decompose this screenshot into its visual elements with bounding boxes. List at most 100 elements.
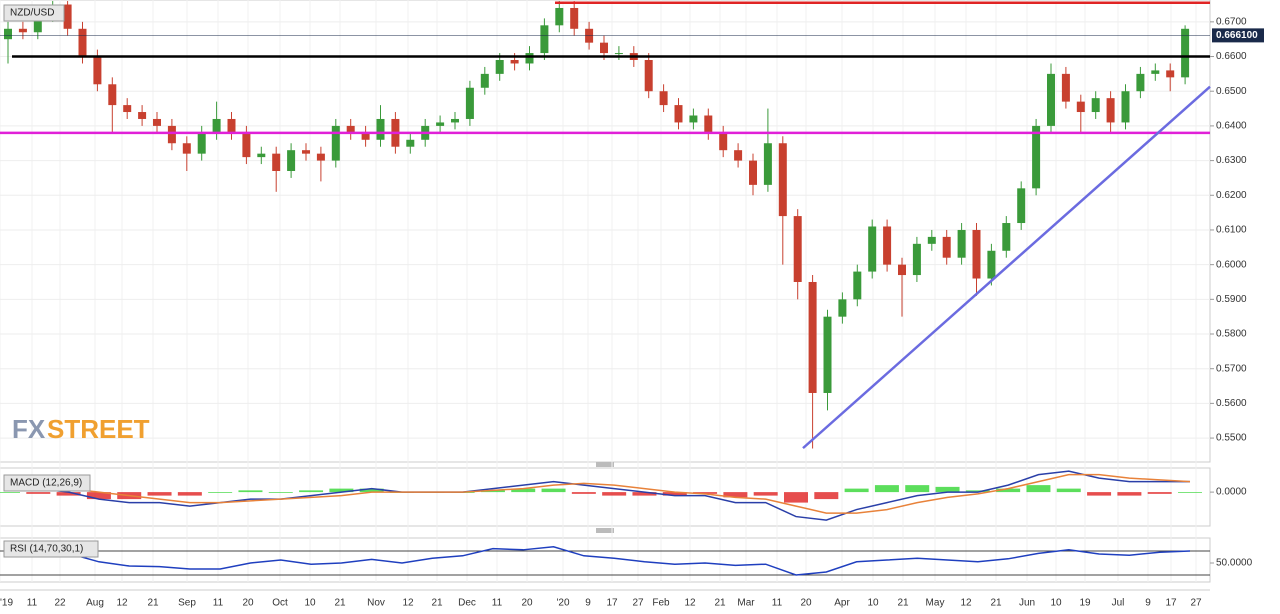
candle-body — [585, 28, 594, 43]
candle-body — [540, 25, 549, 54]
candle-body — [108, 84, 117, 106]
candle-body — [823, 316, 832, 393]
candle-body — [719, 132, 728, 151]
title-box — [3, 540, 99, 558]
indicator-line — [7, 473, 1191, 514]
histogram-bar — [511, 488, 536, 493]
candle-body — [674, 105, 683, 123]
candle-body — [212, 118, 221, 133]
candle-body — [644, 60, 653, 92]
candle-body — [4, 28, 12, 40]
x-tick-label: 22 — [54, 598, 66, 609]
x-tick-label: 12 — [960, 598, 972, 609]
histogram-bar — [693, 492, 718, 494]
candle-body — [1076, 101, 1085, 113]
candle-body — [898, 264, 906, 276]
candle-body — [942, 236, 951, 258]
candle-body — [33, 14, 42, 33]
histogram-bar — [571, 492, 596, 494]
candle-body — [197, 132, 206, 154]
rsi-title: RSI (14,70,30,1) — [10, 544, 83, 555]
candle-body — [1047, 73, 1055, 126]
candle-body — [302, 150, 310, 154]
title-box — [3, 474, 91, 492]
y-tick-label: 50.0000 — [1216, 558, 1253, 569]
histogram-bar — [753, 492, 778, 496]
candle-body — [868, 226, 877, 272]
x-tick-label: 9 — [1145, 598, 1151, 609]
candle-body — [436, 122, 445, 126]
resize-handle[interactable] — [596, 462, 614, 467]
candle-body — [912, 243, 921, 276]
candle-body — [704, 115, 713, 133]
candle-body — [361, 132, 370, 140]
candle-body — [78, 28, 87, 57]
resize-handle[interactable] — [596, 528, 614, 533]
histogram-bar — [177, 492, 202, 496]
y-tick-label: 0.6400 — [1216, 121, 1247, 132]
histogram-bar — [1026, 485, 1051, 493]
histogram-bar — [905, 485, 930, 493]
x-tick-label: 10 — [1050, 598, 1062, 609]
histogram-bar — [56, 492, 81, 496]
candle-body — [987, 250, 996, 279]
candle-body — [734, 150, 743, 161]
x-tick-label: 21 — [431, 598, 443, 609]
candle-body — [272, 153, 281, 171]
histogram-bar — [1178, 492, 1202, 493]
x-tick-label: 12 — [684, 598, 696, 609]
x-tick-label: 11 — [772, 598, 783, 609]
histogram-bar — [329, 488, 354, 493]
candle-body — [778, 143, 787, 217]
x-tick-label: 11 — [213, 598, 224, 609]
candle-body — [1121, 91, 1130, 123]
y-tick-label: 0.5500 — [1216, 433, 1247, 444]
x-tick-label: '20 — [556, 598, 569, 609]
x-tick-label: 21 — [147, 598, 159, 609]
logo: STREET — [47, 414, 150, 444]
last-price-label: 0.666100 — [1216, 30, 1258, 41]
candle-body — [659, 91, 668, 106]
x-tick-label: Dec — [458, 598, 476, 609]
y-tick-label: 0.6000 — [1216, 259, 1247, 270]
price-panel — [0, 0, 1211, 463]
candle-body — [182, 143, 191, 154]
y-tick-label: 0.6500 — [1216, 86, 1247, 97]
y-tick-label: 0.0000 — [1216, 487, 1247, 498]
plot-layer: '19 11 22 Aug 12 21 Sep 11 20 Oct 10 21 Nov 12 21 Dec 11… — [0, 0, 1264, 609]
histogram-bar — [1117, 492, 1142, 496]
candle-body — [763, 143, 772, 185]
x-tick-label: Jul — [1112, 598, 1125, 609]
x-tick-label: Feb — [652, 598, 670, 609]
macd-title: MACD (12,26,9) — [10, 478, 82, 489]
candle-body — [614, 53, 623, 55]
x-tick-label: 21 — [897, 598, 909, 609]
x-tick-label: Sep — [178, 598, 196, 609]
histogram-bar — [844, 488, 869, 493]
x-tick-label: 11 — [27, 598, 38, 609]
histogram-bar — [965, 490, 990, 493]
x-tick-label: 9 — [585, 598, 591, 609]
candle-body — [1151, 70, 1160, 74]
histogram-bar — [1147, 492, 1172, 494]
x-tick-label: 17 — [1165, 598, 1177, 609]
histogram-bar — [208, 492, 233, 493]
x-tick-label: 17 — [606, 598, 618, 609]
x-tick-label: 12 — [402, 598, 414, 609]
histogram-bar — [541, 488, 566, 493]
histogram-bar — [238, 490, 263, 493]
candle-body — [257, 153, 266, 158]
histogram-bar — [86, 492, 111, 500]
histogram-bar — [480, 490, 505, 493]
candle-body — [406, 139, 415, 147]
y-tick-label: 0.5900 — [1216, 294, 1247, 305]
histogram-bar — [814, 492, 839, 500]
y-tick-label: 0.6600 — [1216, 51, 1247, 62]
x-tick-label: 21 — [334, 598, 346, 609]
candle-body — [1061, 73, 1070, 102]
candle-body — [465, 87, 474, 119]
histogram-bar — [359, 488, 384, 493]
histogram-bar — [784, 492, 808, 503]
y-tick-label: 0.6300 — [1216, 155, 1247, 166]
